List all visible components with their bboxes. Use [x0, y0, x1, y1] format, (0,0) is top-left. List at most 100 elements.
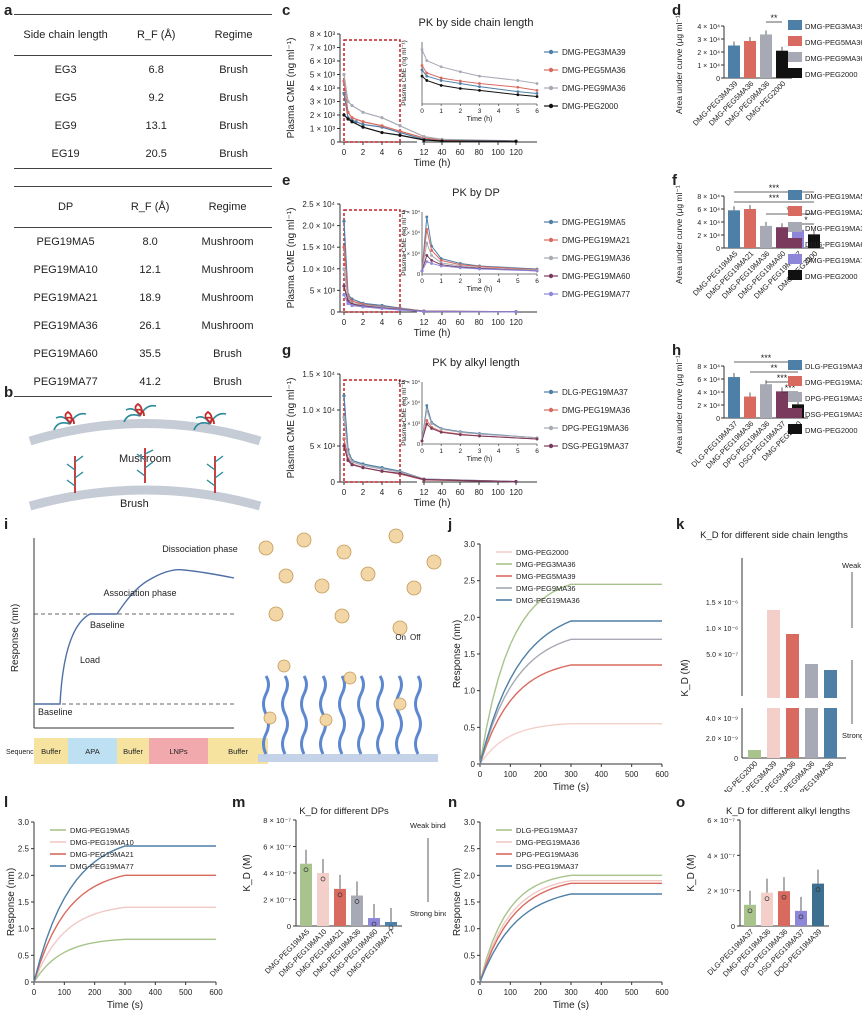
table-cell: Brush	[183, 368, 272, 397]
legend-swatch	[788, 238, 802, 248]
inset-data-point	[478, 267, 481, 271]
inset-data-point	[478, 74, 481, 78]
sequence-label: Sequence	[6, 749, 38, 756]
inset-data-point	[535, 88, 539, 92]
legend-label: DMG-PEG19MA21	[805, 208, 862, 217]
x-tick-label: 100	[504, 770, 518, 779]
panel-letter-b: b	[4, 384, 14, 401]
inset-data-point	[439, 264, 443, 268]
inset-data-point	[425, 241, 429, 245]
legend-marker	[548, 425, 554, 431]
x-tick-label: 600	[655, 770, 669, 779]
data-point	[781, 894, 787, 900]
weak-binding-label: Weak binding	[410, 821, 446, 830]
lnp-bound-particle	[393, 697, 407, 711]
x-axis-label: Time (s)	[107, 1000, 143, 1010]
table-cell: 41.2	[117, 368, 184, 397]
bar	[760, 384, 772, 418]
bar	[728, 210, 740, 248]
x-tick-label: 300	[564, 770, 578, 779]
panel-letter-c: c	[282, 2, 291, 19]
highlight-box	[343, 39, 401, 143]
table-cell: 8.0	[142, 236, 158, 248]
bar	[300, 863, 312, 926]
side-chain-table: Side chain length R_F (Å) Regime EG3 6.8 Bru…	[14, 14, 272, 169]
y-tick-label: 5 × 10³	[310, 286, 335, 295]
inset-data-point	[425, 227, 429, 231]
inset-y-tick-label: 2 × 10⁴	[402, 230, 420, 237]
panel-letter-f: f	[672, 172, 677, 189]
data-point	[422, 135, 426, 139]
y-axis-label: K_D (M)	[242, 854, 253, 891]
inset-data-point	[425, 419, 429, 422]
table-cell: PEG19MA21	[33, 292, 98, 304]
table-cell: Mushroom	[201, 264, 254, 276]
inset-data-point	[458, 430, 462, 434]
data-point	[320, 876, 326, 882]
inset-y-tick-label: 1 × 10⁴	[402, 400, 420, 407]
table-cell: Brush	[195, 140, 272, 169]
bar	[778, 891, 790, 926]
bar	[744, 209, 756, 248]
y-tick-label: 2.0 × 10⁻⁹	[706, 736, 738, 743]
polymer-chain	[300, 675, 308, 755]
bar	[744, 396, 756, 418]
sequence-text: APA	[85, 747, 99, 756]
legend-label: DMG-PEG5MA36	[805, 38, 862, 47]
data-point	[303, 867, 309, 873]
table-cell: 12.1	[139, 264, 161, 276]
x-tick-label: 6	[398, 148, 403, 157]
x-tick-label: 4	[380, 318, 385, 327]
sequence-segment	[34, 738, 68, 764]
data-point	[380, 306, 384, 311]
data-point	[342, 91, 346, 95]
table-cell: Brush	[213, 348, 242, 360]
y-tick-label: 6 × 10³	[310, 57, 335, 66]
x-tick-label: 100	[491, 488, 505, 497]
legend-label: DMG-PEG19MA77	[562, 290, 631, 299]
inset-x-tick-label: 3	[478, 278, 482, 285]
data-point	[422, 138, 426, 142]
inset-series-line	[421, 216, 538, 271]
inset-x-label: Time (h)	[467, 456, 493, 463]
legend-label: DMG-PEG19MA5	[562, 218, 626, 227]
lnp-particle	[268, 606, 284, 622]
inset-y-tick-label: 3 × 10⁴	[402, 209, 420, 216]
inset-y-tick-label: 0	[417, 272, 420, 278]
inset-series-line	[421, 49, 538, 85]
sensorgram-curve	[34, 569, 235, 705]
chart-title: K_D for different side chain lengths	[700, 530, 848, 541]
bar	[748, 750, 761, 758]
table-cell: EG9	[54, 120, 77, 132]
inset-data-point	[458, 266, 462, 270]
data-point	[380, 116, 384, 120]
data-point	[354, 120, 358, 124]
data-point	[398, 129, 402, 133]
legend-label: DMG-PEG2000	[805, 272, 858, 281]
legend-label: DMG-PEG19MA36	[562, 254, 631, 263]
sequence-text: LNPs	[169, 747, 188, 756]
panel-letter-n: n	[448, 794, 458, 811]
data-point	[350, 303, 354, 308]
inset-data-point	[420, 439, 424, 443]
legend-label: DPG-PEG19MA36	[516, 850, 579, 859]
y-tick-label: 2.0	[464, 613, 476, 622]
y-tick-label: 2.5	[464, 845, 476, 854]
significance-mark: **	[770, 14, 778, 23]
inset-data-point	[425, 59, 429, 62]
inset-data-point	[439, 430, 443, 434]
inset-data-point	[425, 260, 429, 263]
chart-l: Response (nm) Time (s) 0 0.5 1.0 1.5 2.0 2.5 3.0…	[6, 818, 223, 1010]
legend-marker	[548, 273, 554, 279]
label-baseline: Baseline	[90, 620, 125, 630]
inset-data-point	[535, 82, 539, 85]
legend-marker	[548, 291, 554, 297]
x-tick-label: 120	[509, 318, 523, 327]
data-point	[342, 245, 346, 249]
inset-data-point	[439, 84, 443, 87]
data-point	[361, 305, 365, 309]
inset-data-point	[516, 93, 520, 97]
legend-marker	[548, 237, 554, 243]
legend-label: DLG-PEG19MA37	[516, 826, 578, 835]
weak-binding-label: Weak binding	[842, 561, 862, 570]
